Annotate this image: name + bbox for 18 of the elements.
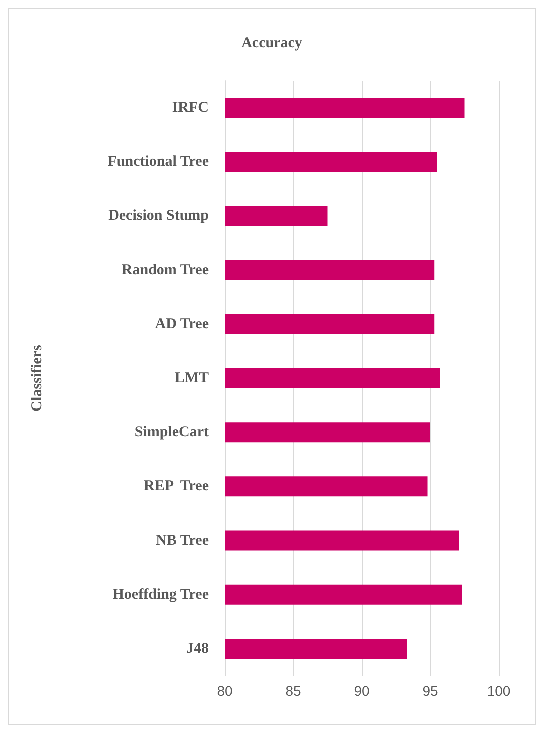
y-tick-label: Hoeffding Tree [112, 586, 210, 603]
x-tick-label: 80 [217, 683, 233, 699]
y-tick-label: AD Tree [155, 316, 210, 332]
y-tick-label: Random Tree [122, 262, 210, 278]
x-tick-label: 90 [354, 683, 370, 699]
y-tick-label: REP Tree [144, 478, 210, 495]
x-tick-label: 100 [487, 683, 511, 699]
y-tick-label: Functional Tree [108, 154, 210, 170]
y-tick-label: Decision Stump [108, 208, 209, 224]
y-tick-label: NB Tree [156, 532, 210, 549]
y-tick-label: SimpleCart [134, 424, 209, 441]
y-tick-label: IRFC [172, 100, 209, 116]
y-tick-label: LMT [174, 370, 209, 386]
chart-title: Accuracy [242, 36, 303, 52]
x-tick-label: 85 [286, 683, 302, 699]
y-tick-label: J48 [186, 640, 209, 657]
y-axis-title: Classifiers [30, 345, 46, 412]
x-tick-label: 95 [422, 683, 438, 699]
